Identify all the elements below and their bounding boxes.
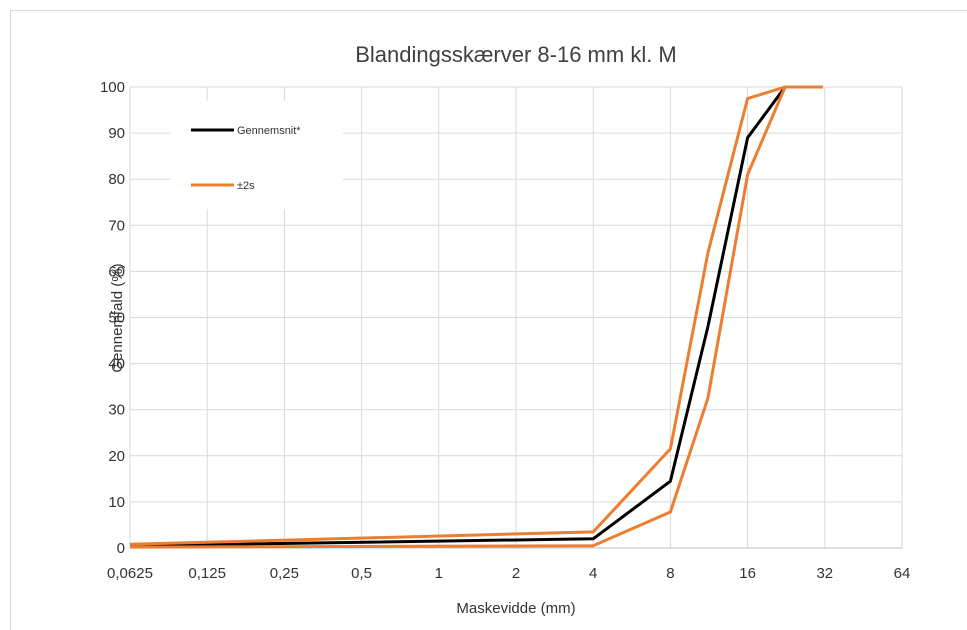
y-tick-label: 0 [117,540,125,557]
x-tick-labels: 0,0625 0,125 0,25 0,5 1 2 4 8 16 32 64 [107,565,910,582]
x-tick-label: 32 [816,565,833,582]
y-tick-label: 60 [108,263,125,280]
y-tick-label: 50 [108,310,125,327]
x-tick-label: 64 [894,565,911,582]
y-tick-label: 100 [100,79,125,96]
legend-label: ±2s [237,180,255,192]
chart-frame [10,10,967,630]
series-lines [129,85,823,549]
x-tick-label: 16 [739,565,756,582]
x-tick-label: 1 [435,565,443,582]
y-tick-label: 90 [108,125,125,142]
x-tick-label: 0,0625 [107,565,153,582]
y-axis-title: Gennemfald (%) [109,263,126,372]
x-tick-label: 0,125 [188,565,226,582]
x-tick-label: 2 [512,565,520,582]
y-tick-label: 30 [108,402,125,419]
x-tick-label: 0,5 [351,565,372,582]
x-axis-title: Maskevidde (mm) [456,600,575,617]
y-tick-label: 80 [108,171,125,188]
y-tick-label: 10 [108,494,125,511]
legend-label: Gennemsnit* [237,125,301,137]
legend-box [171,101,343,209]
y-tick-label: 40 [108,356,125,373]
x-tick-label: 4 [589,565,597,582]
y-tick-label: 70 [108,217,125,234]
series-line [129,85,823,549]
chart-title: Blandingsskærver 8-16 mm kl. M [355,42,677,67]
y-tick-labels: 0 10 20 30 40 50 60 70 80 90 100 [100,79,125,557]
x-tick-label: 0,25 [270,565,299,582]
legend: Gennemsnit* ±2s [171,101,343,209]
y-tick-label: 20 [108,448,125,465]
x-tick-label: 8 [666,565,674,582]
